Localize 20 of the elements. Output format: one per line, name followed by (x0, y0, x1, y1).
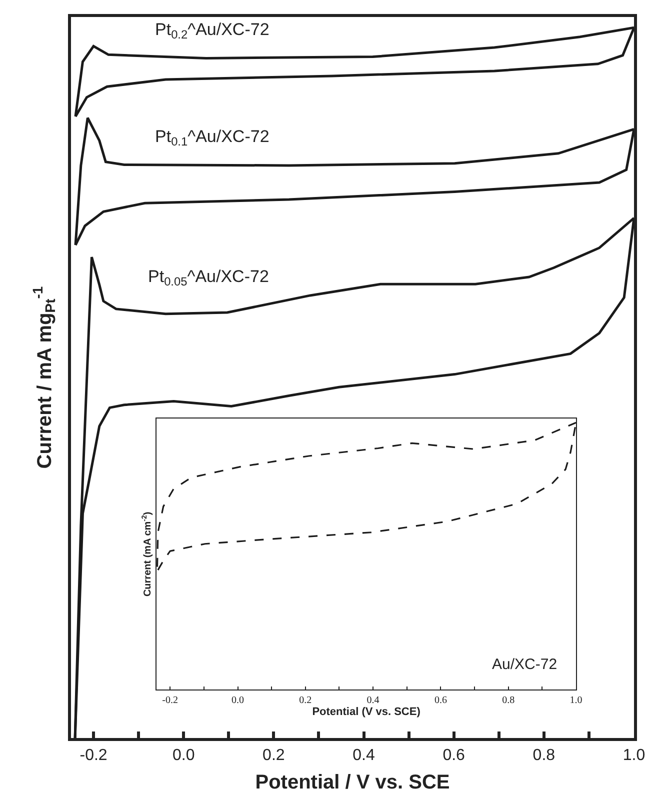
x-axis-title: Potential / V vs. SCE (255, 771, 450, 794)
x-tick-label: 0.2 (262, 746, 285, 764)
x-tick-label: 0.8 (532, 746, 556, 764)
x-tick-label: 0.2 (299, 694, 312, 706)
x-tick-label: -0.2 (162, 694, 178, 706)
text: Au/XC-72 (492, 656, 558, 673)
x-tick-label: 0.8 (502, 694, 515, 706)
x-axis-title: Potential (V vs. SCE) (312, 706, 421, 718)
x-tick-label: -0.2 (80, 746, 108, 764)
x-tick-label: 0.6 (442, 746, 466, 764)
x-tick-label: 0.4 (366, 694, 380, 706)
series-label: Pt$_{0.2}$^Au/XC-72 (155, 20, 270, 42)
series-label: Pt$_{0.1}$^Au/XC-72 (155, 127, 270, 149)
x-tick-label: 0.4 (352, 746, 375, 764)
x-tick-label: 1.0 (570, 694, 582, 706)
x-tick-label: 0.6 (434, 694, 447, 706)
x-tick-label: 0.0 (232, 694, 244, 706)
x-tick-label: 1.0 (622, 746, 646, 764)
series-label: Pt$_{0.05}$^Au/XC-72 (148, 267, 269, 289)
x-tick-label: 0.0 (172, 746, 195, 764)
